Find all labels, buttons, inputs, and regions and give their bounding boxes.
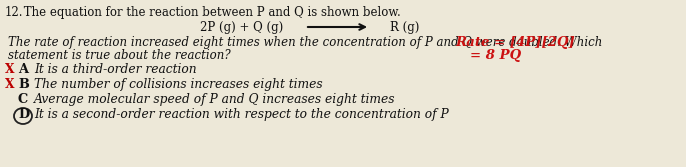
Text: = 8 PQ: = 8 PQ — [470, 49, 521, 62]
Text: X: X — [5, 63, 14, 76]
Text: R (g): R (g) — [390, 21, 419, 34]
Text: A: A — [18, 63, 28, 76]
Text: D: D — [18, 108, 29, 121]
Text: It is a second-order reaction with respect to the concentration of P: It is a second-order reaction with respe… — [34, 108, 449, 121]
Text: B: B — [18, 78, 29, 91]
Text: C: C — [18, 93, 28, 106]
Text: X: X — [5, 78, 14, 91]
Text: It is a third-order reaction: It is a third-order reaction — [34, 63, 197, 76]
Text: 2P (g) + Q (g): 2P (g) + Q (g) — [200, 21, 283, 34]
Text: The number of collisions increases eight times: The number of collisions increases eight… — [34, 78, 322, 91]
Text: Rate = [4P][2Q]: Rate = [4P][2Q] — [455, 36, 575, 49]
Text: 12.: 12. — [5, 6, 23, 19]
Text: The equation for the reaction between P and Q is shown below.: The equation for the reaction between P … — [20, 6, 401, 19]
Text: Average molecular speed of P and Q increases eight times: Average molecular speed of P and Q incre… — [34, 93, 396, 106]
Text: statement is true about the reaction?: statement is true about the reaction? — [8, 49, 230, 62]
Text: The rate of reaction increased eight times when the concentration of P and Q wer: The rate of reaction increased eight tim… — [8, 36, 602, 49]
